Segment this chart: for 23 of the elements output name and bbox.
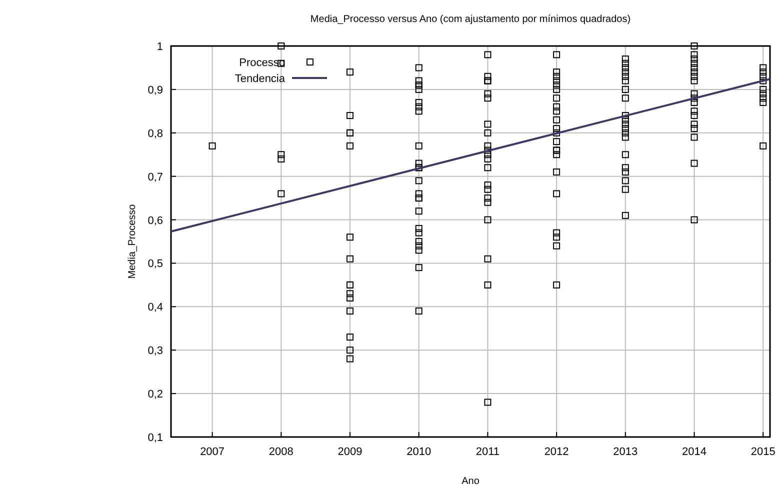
x-tick-label: 2014 <box>682 446 707 458</box>
y-tick-label: 0,8 <box>148 128 163 140</box>
x-axis-title: Ano <box>462 476 480 487</box>
legend-label: Tendencia <box>234 73 286 85</box>
y-tick-label: 0,7 <box>148 171 163 184</box>
y-tick-label: 0,4 <box>148 302 163 314</box>
x-tick-label: 2008 <box>268 446 294 458</box>
y-tick-label: 0,6 <box>148 214 163 227</box>
y-axis-title: Media_Processo <box>127 204 138 279</box>
y-tick-label: 1 <box>156 41 163 53</box>
y-tick-label: 0,3 <box>148 345 163 358</box>
x-tick-label: 2007 <box>200 446 225 458</box>
y-tick-label: 0,2 <box>148 388 163 401</box>
y-tick-label: 0,9 <box>148 84 163 96</box>
x-tick-label: 2009 <box>338 446 362 458</box>
x-tick-label: 2015 <box>750 446 776 458</box>
y-tick-label: 0,5 <box>148 258 163 270</box>
chart-title: Media_Processo versus Ano (com ajustamento por mínimos quadrados) <box>310 14 631 25</box>
x-tick-label: 2013 <box>613 446 638 458</box>
x-tick-label: 2011 <box>476 446 500 458</box>
x-tick-label: 2010 <box>406 446 432 458</box>
x-tick-label: 2012 <box>544 446 569 458</box>
y-tick-label: 0,1 <box>148 432 163 444</box>
